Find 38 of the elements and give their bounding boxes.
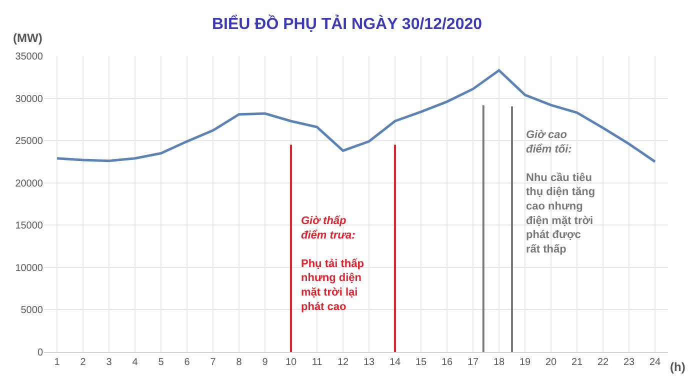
x-tick-label: 9 bbox=[262, 357, 268, 368]
x-tick-label: 12 bbox=[337, 357, 349, 368]
y-tick-label: 25000 bbox=[15, 136, 44, 148]
x-tick-label: 17 bbox=[467, 357, 479, 368]
chart-title: BIỂU ĐỒ PHỤ TẢI NGÀY 30/12/2020 bbox=[212, 14, 482, 33]
x-tick-label: 18 bbox=[493, 357, 505, 368]
x-tick-label: 4 bbox=[132, 357, 138, 368]
x-tick-label: 19 bbox=[519, 357, 531, 368]
x-tick-label: 6 bbox=[184, 357, 190, 368]
x-tick-label: 15 bbox=[415, 357, 427, 368]
x-tick-label: 7 bbox=[210, 357, 216, 368]
text: Giờ cao điểm tối: Nhu cầu tiêu thụ diện tăng cao nhưng điện mặt trời phát được rất thấp bbox=[526, 129, 596, 256]
x-tick-label: 24 bbox=[649, 357, 661, 368]
y-tick-label: 0 bbox=[37, 348, 44, 358]
y-tick-label: 30000 bbox=[15, 94, 44, 105]
x-tick-label: 23 bbox=[623, 357, 635, 368]
x-tick-label: 5 bbox=[158, 357, 164, 368]
y-tick-label: 20000 bbox=[15, 178, 44, 190]
y-tick-label: 5000 bbox=[20, 305, 44, 316]
x-tick-label: 13 bbox=[363, 357, 375, 368]
line-series bbox=[56, 69, 656, 163]
x-tick-label: 10 bbox=[285, 357, 297, 368]
x-tick-label: 21 bbox=[571, 357, 583, 368]
x-tick-label: 1 bbox=[54, 357, 60, 368]
y-tick-label: 35000 bbox=[15, 52, 44, 62]
x-tick-label: 3 bbox=[106, 357, 112, 368]
y-axis-title: (MW) bbox=[13, 31, 42, 45]
text: Giờ thấp điểm trưa: Phụ tải thấp nhưng diện mặt trời lại phát cao bbox=[301, 215, 364, 313]
x-tick-label: 14 bbox=[389, 357, 401, 368]
x-tick-label: 22 bbox=[597, 357, 609, 368]
x-tick-label: 2 bbox=[80, 357, 86, 368]
x-tick-label: 8 bbox=[236, 357, 242, 368]
x-axis-title: (h) bbox=[670, 360, 686, 374]
x-tick-label: 20 bbox=[545, 357, 557, 368]
x-tick-label: 11 bbox=[312, 357, 323, 368]
y-tick-label: 10000 bbox=[15, 262, 44, 274]
y-tick-label: 15000 bbox=[15, 220, 44, 232]
x-tick-label: 16 bbox=[441, 357, 453, 368]
